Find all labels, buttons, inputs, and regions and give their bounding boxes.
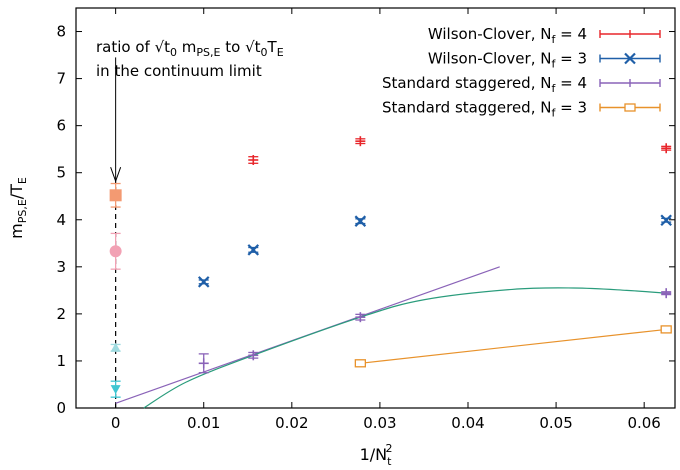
cross-marker: [354, 215, 367, 227]
square-marker: [109, 189, 122, 202]
x-tick-label: 0.01: [187, 414, 220, 432]
circle-marker: [109, 245, 122, 258]
annotation-arrowhead: [110, 167, 122, 183]
x-axis-label: 1/Nt2: [360, 442, 393, 468]
x-tick-label: 0.03: [363, 414, 396, 432]
cross-marker: [660, 214, 672, 227]
legend: Wilson-Clover, Nf = 4 Wilson-Clover, Nf =…: [382, 25, 661, 120]
fit-line: [143, 287, 667, 409]
y-tick-label: 3: [56, 258, 66, 276]
legend-label: Standard staggered, Nf = 3: [382, 99, 587, 120]
annotation-line-2: in the continuum limit: [96, 62, 262, 80]
legend-label: Standard staggered, Nf = 4: [382, 74, 587, 95]
annotation: ratio of √t0 mPS,E to √t0TE in the conti…: [96, 38, 284, 183]
cross-marker: [197, 276, 210, 288]
cross-marker: [624, 52, 636, 65]
ticks-layer: 0 0.01 0.02 0.03 0.04 0.05 0.06 0 1 2 3 4 5 6 7 8: [56, 8, 675, 432]
box-marker: [624, 103, 636, 112]
legend-label: Wilson-Clover, Nf = 3: [428, 50, 587, 71]
triangle-up-marker: [110, 342, 121, 352]
x-tick-label: 0.04: [451, 414, 484, 432]
cross-marker: [247, 244, 260, 256]
box-marker: [354, 359, 366, 368]
y-axis-label: mPS,E/TE: [7, 177, 29, 239]
data-marks-layer: [109, 136, 672, 398]
y-tick-label: 5: [56, 164, 66, 182]
annotation-line-1: ratio of √t0 mPS,E to √t0TE: [96, 38, 284, 59]
x-tick-label: 0: [111, 414, 121, 432]
x-tick-label: 0.05: [539, 414, 572, 432]
y-tick-label: 6: [56, 117, 66, 135]
fit-line: [360, 328, 667, 364]
y-tick-label: 1: [56, 352, 66, 370]
triangle-down-marker: [110, 385, 121, 395]
y-tick-label: 8: [56, 23, 66, 41]
fit-lines-layer: [115, 266, 667, 409]
y-tick-label: 7: [56, 70, 66, 88]
box-marker: [660, 325, 672, 334]
y-tick-label: 4: [56, 211, 66, 229]
x-tick-label: 0.02: [275, 414, 308, 432]
plot-frame: [75, 7, 676, 409]
legend-label: Wilson-Clover, Nf = 4: [428, 25, 587, 46]
y-tick-label: 0: [56, 399, 66, 417]
y-tick-label: 2: [56, 305, 66, 323]
x-tick-label: 0.06: [627, 414, 660, 432]
